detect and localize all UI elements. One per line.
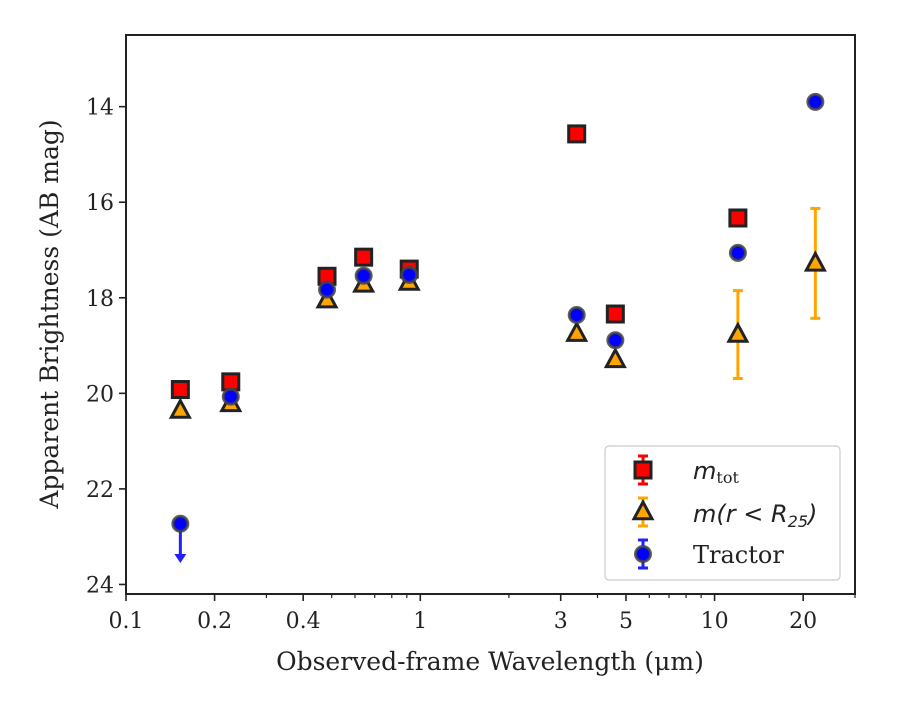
series-circle xyxy=(171,92,825,563)
data-point xyxy=(603,346,627,369)
data-point xyxy=(728,243,747,262)
y-axis-label: Apparent Brightness (AB mag) xyxy=(35,119,64,509)
data-point xyxy=(354,247,374,267)
x-tick-label: 0.1 xyxy=(109,609,144,634)
x-axis-label: Observed-frame Wavelength (μm) xyxy=(276,647,704,676)
data-point xyxy=(567,124,587,144)
data-point xyxy=(354,266,373,285)
data-point xyxy=(606,331,625,350)
legend-marker-circle xyxy=(634,545,652,563)
legend-label-mr25: m(r < R25) xyxy=(693,500,817,531)
data-marks xyxy=(168,92,827,563)
y-tick-label: 24 xyxy=(86,573,114,598)
legend-marker-triangle xyxy=(631,498,655,521)
x-tick-label: 10 xyxy=(701,609,729,634)
y-tick-label: 16 xyxy=(86,191,114,216)
y-tick-label: 18 xyxy=(86,287,114,312)
y-tick-label: 22 xyxy=(86,478,114,503)
legend-box xyxy=(604,445,841,581)
x-tick-label: 0.4 xyxy=(286,609,321,634)
data-point xyxy=(170,380,190,400)
legend-label-mtot: mtot xyxy=(693,457,739,487)
upper-limit-arrow xyxy=(174,553,187,563)
data-point xyxy=(221,387,240,406)
data-point xyxy=(565,320,589,342)
x-tick-label: 1 xyxy=(413,609,427,634)
series-square xyxy=(170,124,748,400)
x-tick-label: 5 xyxy=(619,609,633,634)
legend-marker-square xyxy=(633,460,653,480)
plot-frame xyxy=(125,34,856,595)
x-tick-label: 3 xyxy=(554,609,568,634)
data-point xyxy=(171,514,190,533)
series-triangle xyxy=(168,206,827,419)
data-point xyxy=(728,208,748,228)
data-point xyxy=(803,250,827,272)
data-point xyxy=(567,305,586,324)
legend-symbols xyxy=(631,454,655,570)
data-point xyxy=(318,280,337,299)
data-point xyxy=(605,304,625,324)
data-point xyxy=(726,321,750,343)
legend: mtot m(r < R25) Tractor xyxy=(604,445,841,581)
y-tick-label: 14 xyxy=(86,96,114,121)
data-point xyxy=(806,92,825,111)
x-tick-label: 0.2 xyxy=(197,609,232,634)
y-tick-label: 20 xyxy=(86,382,114,407)
data-point xyxy=(168,397,192,419)
axis-ticks: 0.1 0.2 0.4 1 3 5 10 20 14 16 18 20 22 24 xyxy=(86,96,856,634)
data-point xyxy=(221,372,241,392)
data-point xyxy=(400,265,419,284)
x-tick-label: 20 xyxy=(789,609,817,634)
legend-label-tractor: Tractor xyxy=(693,541,784,569)
